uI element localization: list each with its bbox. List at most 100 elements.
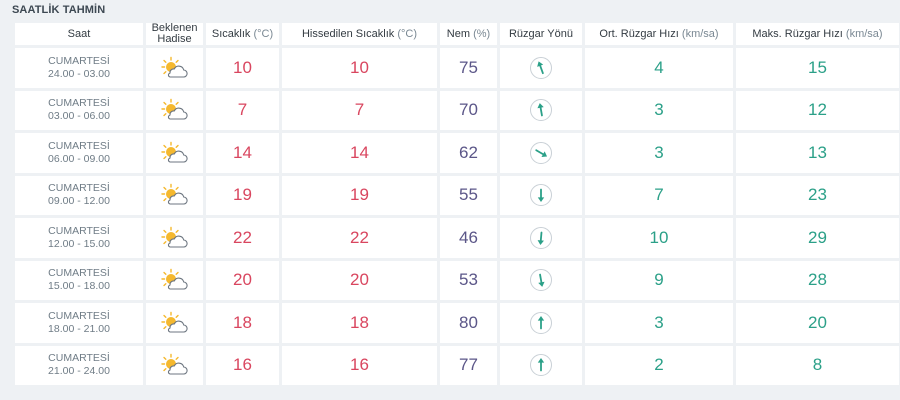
time-cell: CUMARTESİ 12.00 - 15.00: [15, 218, 143, 258]
max-wind-speed-value: 8: [736, 345, 899, 385]
temperature-value: 22: [206, 218, 279, 258]
time-cell: CUMARTESİ 09.00 - 12.00: [15, 175, 143, 215]
header-temp: Sıcaklık (°C): [206, 23, 279, 45]
table-row: CUMARTESİ 06.00 - 09.00 14 14 62: [15, 133, 899, 173]
partly-cloudy-icon: [146, 303, 203, 343]
time-cell: CUMARTESİ 24.00 - 03.00: [15, 48, 143, 88]
max-wind-speed-value: 29: [736, 218, 899, 258]
humidity-value: 55: [440, 175, 497, 215]
header-feels: Hissedilen Sıcaklık (°C): [282, 23, 437, 45]
max-wind-speed-value: 23: [736, 175, 899, 215]
header-wind-dir: Rüzgar Yönü: [500, 23, 582, 45]
wind-direction-cell: [500, 345, 582, 385]
feels-like-value: 14: [282, 133, 437, 173]
section-title: SAATLİK TAHMİN: [12, 4, 106, 16]
wind-direction-cell: [500, 90, 582, 130]
time-range: 18.00 - 21.00: [48, 322, 110, 335]
feels-like-value: 22: [282, 218, 437, 258]
time-range: 15.00 - 18.00: [48, 280, 110, 293]
day-label: CUMARTESİ: [48, 267, 110, 280]
day-label: CUMARTESİ: [48, 139, 110, 152]
humidity-value: 62: [440, 133, 497, 173]
humidity-value: 46: [440, 218, 497, 258]
partly-cloudy-icon: [146, 90, 203, 130]
humidity-value: 80: [440, 303, 497, 343]
avg-wind-speed-value: 3: [585, 133, 733, 173]
header-humidity: Nem (%): [440, 23, 497, 45]
wind-direction-cell: [500, 48, 582, 88]
wind-arrow-icon: [530, 354, 552, 377]
avg-wind-speed-value: 2: [585, 345, 733, 385]
time-range: 12.00 - 15.00: [48, 237, 110, 250]
wind-direction-cell: [500, 260, 582, 300]
avg-wind-speed-value: 3: [585, 90, 733, 130]
wind-direction-cell: [500, 175, 582, 215]
day-label: CUMARTESİ: [48, 224, 110, 237]
table-row: CUMARTESİ 09.00 - 12.00 19 19 55: [15, 175, 899, 215]
humidity-value: 77: [440, 345, 497, 385]
wind-arrow-icon: [530, 141, 552, 164]
header-event: Beklenen Hadise: [146, 23, 203, 45]
temperature-value: 18: [206, 303, 279, 343]
time-range: 24.00 - 03.00: [48, 67, 110, 80]
time-cell: CUMARTESİ 03.00 - 06.00: [15, 90, 143, 130]
humidity-value: 53: [440, 260, 497, 300]
wind-arrow-icon: [530, 56, 552, 79]
day-label: CUMARTESİ: [48, 352, 110, 365]
temperature-value: 19: [206, 175, 279, 215]
time-range: 06.00 - 09.00: [48, 152, 110, 165]
feels-like-value: 20: [282, 260, 437, 300]
time-cell: CUMARTESİ 06.00 - 09.00: [15, 133, 143, 173]
partly-cloudy-icon: [146, 48, 203, 88]
partly-cloudy-icon: [146, 133, 203, 173]
avg-wind-speed-value: 3: [585, 303, 733, 343]
table-row: CUMARTESİ 03.00 - 06.00 7 7 70: [15, 90, 899, 130]
wind-arrow-icon: [530, 311, 552, 334]
day-label: CUMARTESİ: [48, 97, 110, 110]
wind-direction-cell: [500, 133, 582, 173]
day-label: CUMARTESİ: [48, 309, 110, 322]
time-cell: CUMARTESİ 18.00 - 21.00: [15, 303, 143, 343]
feels-like-value: 16: [282, 345, 437, 385]
wind-direction-cell: [500, 218, 582, 258]
max-wind-speed-value: 12: [736, 90, 899, 130]
avg-wind-speed-value: 10: [585, 218, 733, 258]
header-max-wind: Maks. Rüzgar Hızı (km/sa): [736, 23, 899, 45]
wind-arrow-icon: [530, 99, 552, 122]
feels-like-value: 19: [282, 175, 437, 215]
table-row: CUMARTESİ 18.00 - 21.00 18 18 80: [15, 303, 899, 343]
partly-cloudy-icon: [146, 175, 203, 215]
time-cell: CUMARTESİ 15.00 - 18.00: [15, 260, 143, 300]
feels-like-value: 7: [282, 90, 437, 130]
humidity-value: 75: [440, 48, 497, 88]
partly-cloudy-icon: [146, 218, 203, 258]
max-wind-speed-value: 28: [736, 260, 899, 300]
header-row: Saat Beklenen Hadise Sıcaklık (°C) Hissed…: [15, 23, 899, 45]
max-wind-speed-value: 13: [736, 133, 899, 173]
table-row: CUMARTESİ 15.00 - 18.00 20 20 53: [15, 260, 899, 300]
temperature-value: 7: [206, 90, 279, 130]
header-time: Saat: [15, 23, 143, 45]
time-range: 09.00 - 12.00: [48, 195, 110, 208]
table-row: CUMARTESİ 12.00 - 15.00 22 22 46: [15, 218, 899, 258]
avg-wind-speed-value: 9: [585, 260, 733, 300]
wind-arrow-icon: [530, 226, 552, 249]
partly-cloudy-icon: [146, 345, 203, 385]
avg-wind-speed-value: 4: [585, 48, 733, 88]
avg-wind-speed-value: 7: [585, 175, 733, 215]
day-label: CUMARTESİ: [48, 182, 110, 195]
max-wind-speed-value: 15: [736, 48, 899, 88]
wind-arrow-icon: [530, 184, 552, 207]
feels-like-value: 10: [282, 48, 437, 88]
time-range: 21.00 - 24.00: [48, 365, 110, 378]
time-cell: CUMARTESİ 21.00 - 24.00: [15, 345, 143, 385]
max-wind-speed-value: 20: [736, 303, 899, 343]
table-row: CUMARTESİ 24.00 - 03.00 10 10 75: [15, 48, 899, 88]
wind-direction-cell: [500, 303, 582, 343]
forecast-table: Saat Beklenen Hadise Sıcaklık (°C) Hissed…: [12, 20, 900, 388]
temperature-value: 10: [206, 48, 279, 88]
day-label: CUMARTESİ: [48, 54, 110, 67]
time-range: 03.00 - 06.00: [48, 110, 110, 123]
header-avg-wind: Ort. Rüzgar Hızı (km/sa): [585, 23, 733, 45]
